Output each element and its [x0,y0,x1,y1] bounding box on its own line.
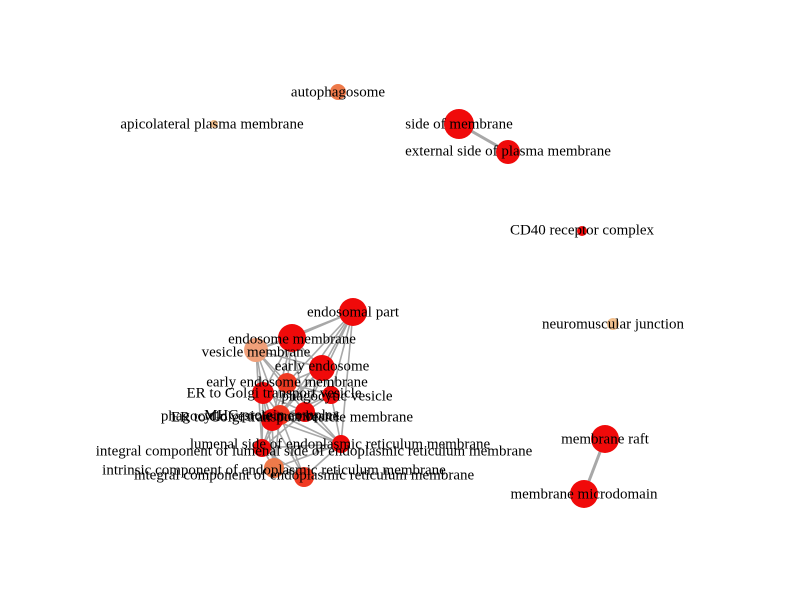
node-label-side_membrane: side of membrane [405,116,513,132]
node-label-endosomal_part: endosomal part [307,304,400,320]
node-label-membrane_microdomain: membrane microdomain [510,486,658,502]
node-integral_er[interactable] [294,467,314,487]
node-autophagosome[interactable] [330,84,346,100]
label-layer: autophagosome apicolateral plasma membran… [96,84,685,502]
node-early_endosome[interactable] [309,355,335,381]
edge-endosomal_part-lumenal_side_er [340,311,354,445]
node-membrane_raft[interactable] [591,425,619,453]
node-membrane_microdomain[interactable] [570,480,598,508]
node-phagocytic_vesicle[interactable] [322,386,340,404]
node-label-er_golgi_vesicle_membrane: ER to Golgi transport vesicle membrane [171,409,413,425]
node-label-vesicle_membrane: vesicle membrane [202,344,311,360]
node-label-endosome_membrane: endosome membrane [228,331,356,347]
node-label-integral_er: integral component of endoplasmic reticu… [134,467,475,483]
node-lumenal_side_er[interactable] [332,435,350,453]
node-neuromuscular[interactable] [607,318,619,330]
node-endosomal_part[interactable] [339,298,367,326]
node-layer [210,84,619,508]
node-label-external_side: external side of plasma membrane [405,143,611,159]
node-label-phagocytic_vesicle: phagocytic vesicle [281,388,393,404]
node-er_golgi_vesicle[interactable] [252,382,274,404]
node-apicolateral[interactable] [210,120,218,128]
node-label-early_endosome: early endosome [275,358,370,374]
node-vesicle_membrane[interactable] [244,338,268,362]
node-label-phagocytic_vesicle_membrane: phagocytic vesicle membrane [161,408,340,424]
edge-er_golgi_vesicle_membrane-lumenal_side_er [279,414,342,445]
node-cd40[interactable] [577,226,587,236]
node-label-lumenal_side_er: lumenal side of endoplasmic reticulum me… [190,436,491,452]
edge-endosomal_part-phagocytic_vesicle [330,311,354,396]
node-integral_lumenal[interactable] [253,439,271,457]
node-label-mhc_complex: MHC protein complex [204,407,340,423]
node-endosome_membrane[interactable] [278,324,306,352]
node-label-neuromuscular: neuromuscular junction [542,316,685,332]
edge-lumenal_side_er-integral_lumenal [261,443,342,449]
node-external_side[interactable] [496,140,520,164]
node-label-intrinsic_er: intrinsic component of endoplasmic retic… [102,462,446,478]
node-label-integral_lumenal: integral component of lumenal side of en… [96,443,533,459]
node-early_endosome_membrane[interactable] [277,373,297,393]
node-intrinsic_er[interactable] [264,458,284,478]
node-label-autophagosome: autophagosome [291,84,385,100]
node-label-apicolateral: apicolateral plasma membrane [120,116,304,132]
node-label-er_golgi_vesicle: ER to Golgi transport vesicle [187,385,362,401]
node-label-early_endosome_membrane: early endosome membrane [206,374,368,390]
node-side_membrane[interactable] [444,109,474,139]
node-label-membrane_raft: membrane raft [561,431,650,447]
node-label-cd40: CD40 receptor complex [510,222,655,238]
node-mhc_complex[interactable] [261,409,283,431]
edge-endosomal_part-vesicle_membrane [255,311,354,351]
node-phagocytic_vesicle_membrane[interactable] [295,402,315,422]
